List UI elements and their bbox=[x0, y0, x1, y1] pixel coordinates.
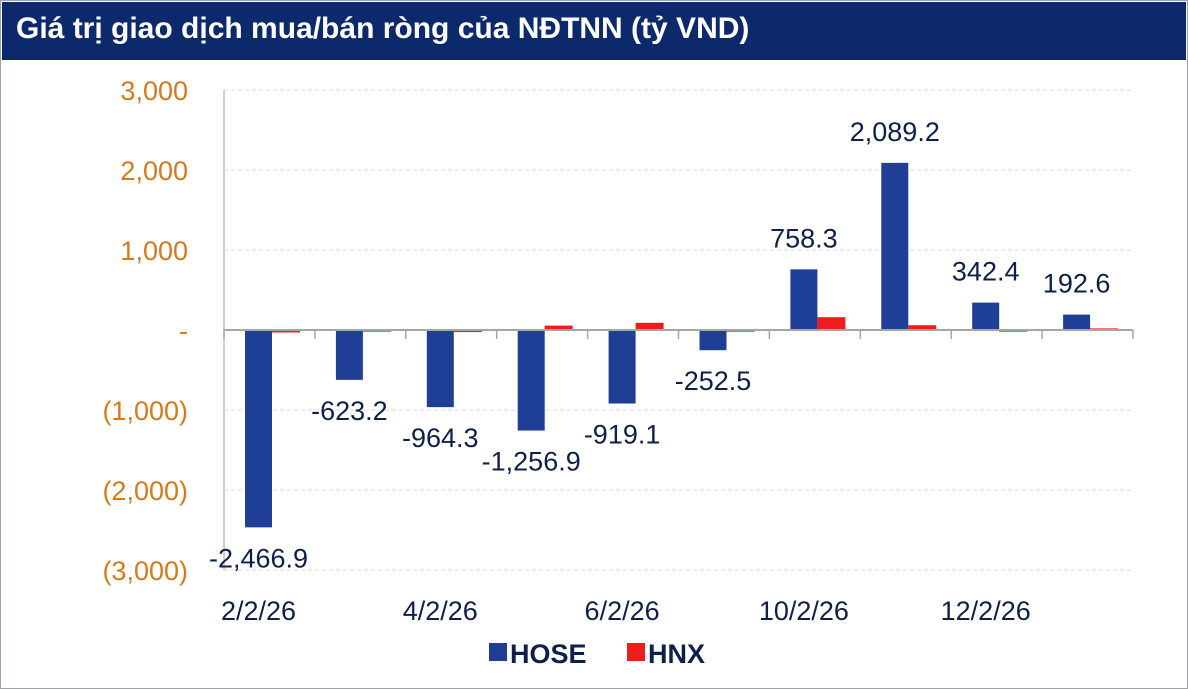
hose-bar bbox=[335, 330, 363, 380]
hose-bar bbox=[608, 330, 636, 404]
legend-swatch-hnx bbox=[627, 643, 645, 661]
hose-data-label: -252.5 bbox=[675, 366, 752, 396]
x-tick-label: 6/2/26 bbox=[585, 596, 660, 626]
hose-data-label: -623.2 bbox=[311, 396, 388, 426]
x-tick-label: 2/2/26 bbox=[221, 596, 296, 626]
hose-bar bbox=[881, 162, 909, 330]
hose-data-label: 2,089.2 bbox=[850, 117, 940, 147]
hnx-bar bbox=[544, 325, 573, 330]
x-tick-label: 10/2/26 bbox=[759, 596, 849, 626]
legend-label-hnx: HNX bbox=[648, 639, 705, 669]
hose-data-label: -919.1 bbox=[584, 420, 661, 450]
hnx-bar bbox=[635, 322, 664, 330]
legend-swatch-hose bbox=[489, 643, 507, 661]
hose-data-label: -1,256.9 bbox=[482, 447, 581, 477]
hose-bar bbox=[245, 330, 272, 528]
y-tick-label: 3,000 bbox=[120, 76, 188, 106]
hose-bar bbox=[517, 330, 545, 431]
hose-data-label: -964.3 bbox=[402, 423, 479, 453]
hose-bar bbox=[1063, 314, 1091, 330]
hnx-bar bbox=[272, 330, 300, 333]
hose-data-label: 342.4 bbox=[952, 257, 1020, 287]
title-bar: Giá trị giao dịch mua/bán ròng của NĐTNN… bbox=[2, 2, 1186, 60]
hose-bar bbox=[699, 330, 727, 351]
hose-bar bbox=[426, 330, 454, 408]
y-tick-label: (1,000) bbox=[102, 396, 188, 426]
hose-data-label: 192.6 bbox=[1043, 269, 1111, 299]
x-tick-label: 4/2/26 bbox=[403, 596, 478, 626]
y-tick-label: (2,000) bbox=[102, 476, 188, 506]
y-tick-label: - bbox=[179, 316, 188, 346]
hnx-bar bbox=[908, 325, 937, 330]
x-tick-label: 12/2/26 bbox=[941, 596, 1031, 626]
hose-data-label: 758.3 bbox=[770, 223, 838, 253]
hose-data-label: -2,466.9 bbox=[209, 543, 308, 573]
hose-bar bbox=[972, 302, 1000, 330]
hose-bar bbox=[790, 269, 818, 330]
chart-title: Giá trị giao dịch mua/bán ròng của NĐTNN… bbox=[16, 12, 750, 45]
y-tick-label: 2,000 bbox=[120, 156, 188, 186]
hnx-bar bbox=[817, 317, 846, 330]
y-tick-label: (3,000) bbox=[102, 556, 188, 586]
y-tick-label: 1,000 bbox=[120, 236, 188, 266]
legend-label-hose: HOSE bbox=[510, 639, 587, 669]
